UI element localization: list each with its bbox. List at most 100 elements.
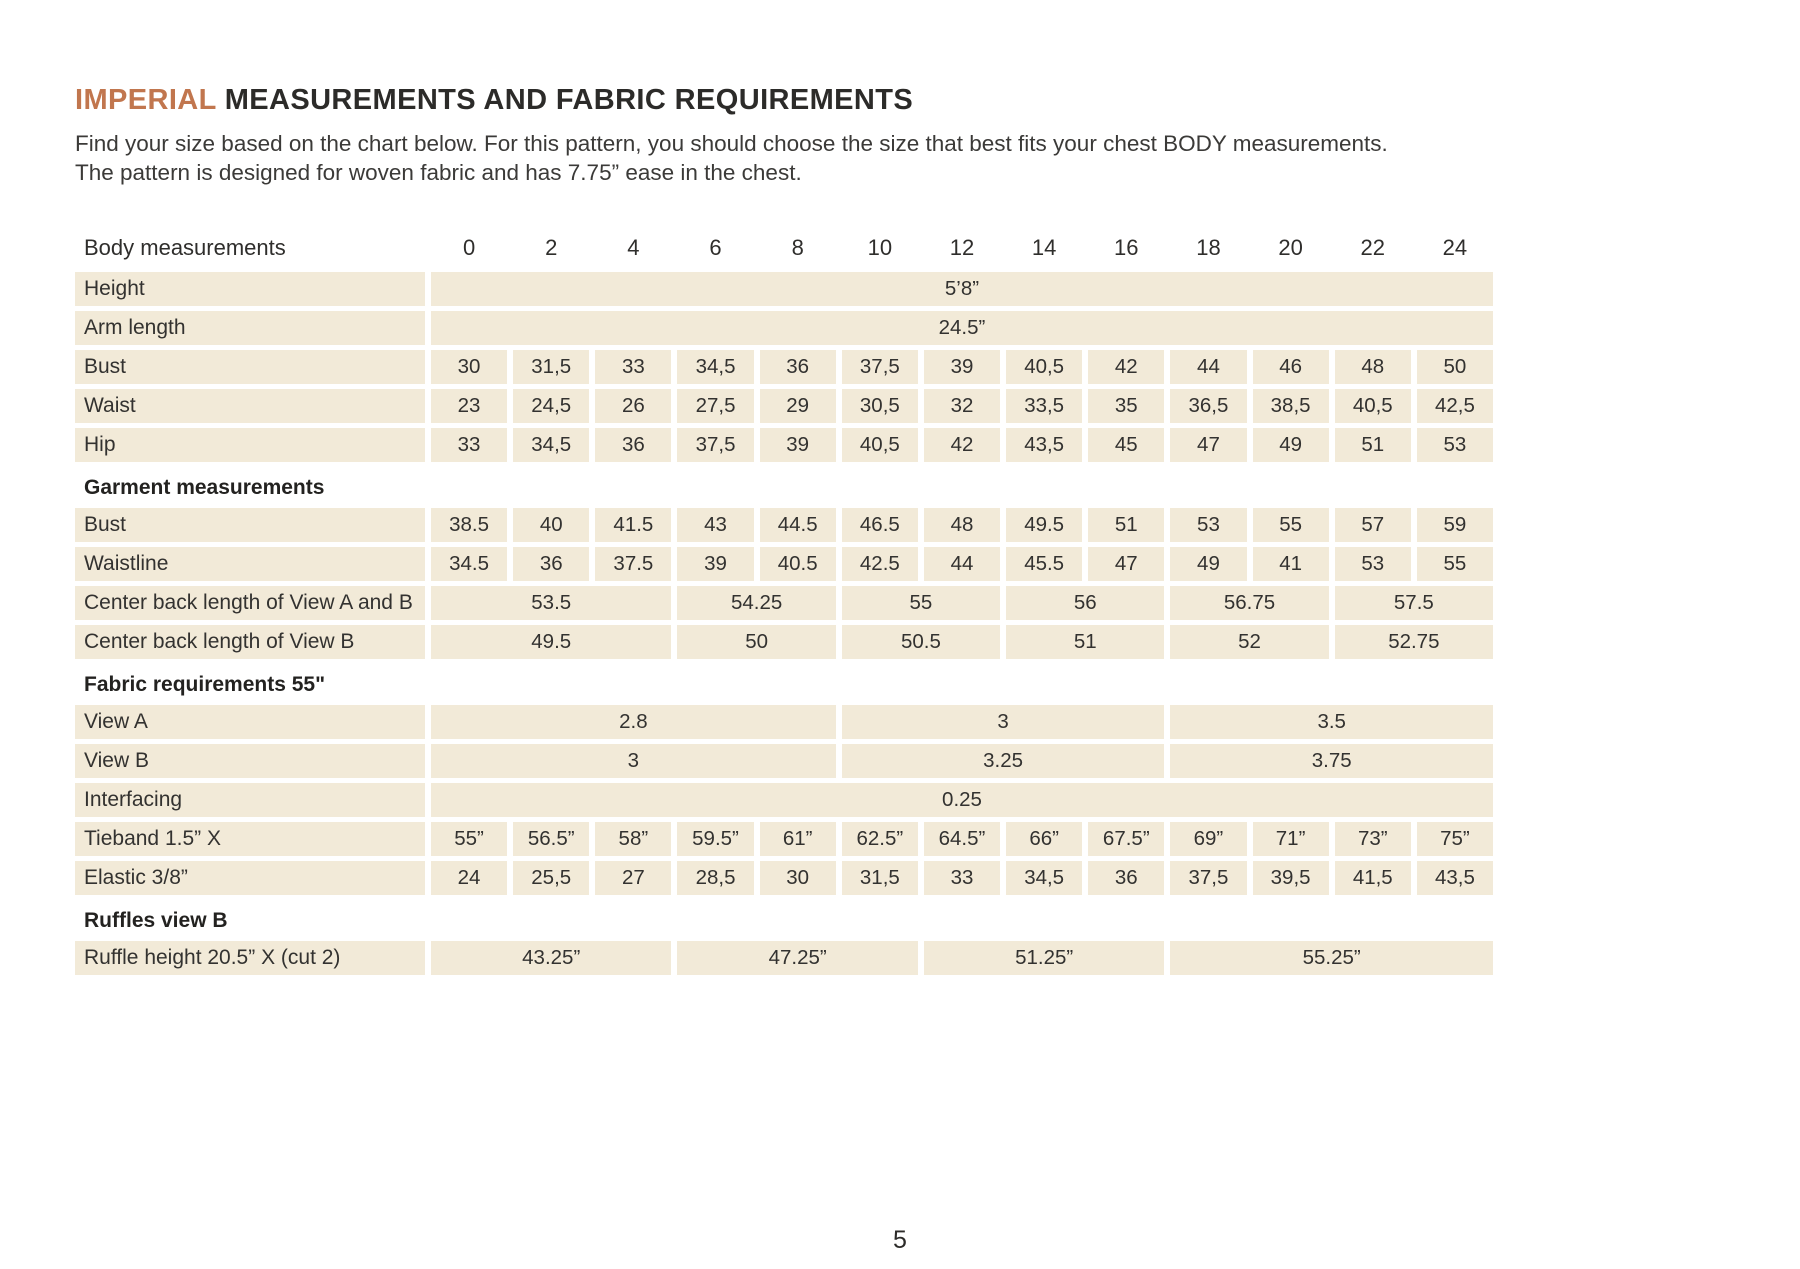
- value-cell: 56.75: [1170, 586, 1329, 620]
- table-row-label: Tieband 1.5” X: [75, 822, 425, 856]
- value-cell: 3.5: [1170, 705, 1493, 739]
- value-cell: 47.25”: [677, 941, 918, 975]
- value-cell: 55: [1252, 508, 1329, 542]
- value-cell: 52: [1170, 625, 1329, 659]
- value-cell: 25,5: [513, 861, 590, 895]
- value-cell: 43: [677, 508, 754, 542]
- value-cell: 66”: [1006, 822, 1083, 856]
- value-cell: 64.5”: [923, 822, 1001, 856]
- value-cell: 43,5: [1416, 861, 1493, 895]
- value-cell: 0.25: [431, 783, 1493, 817]
- value-cell: 42: [1088, 350, 1165, 384]
- size-column-header: 16: [1114, 235, 1139, 260]
- size-chart-table: Body measurements 0 2 4 6 8 10 12 14 16 18 20 22 24 He…: [75, 231, 1493, 975]
- value-cell: 54.25: [677, 586, 836, 620]
- value-cell: 38.5: [431, 508, 508, 542]
- value-cell: 3.75: [1170, 744, 1493, 778]
- table-row-label: Elastic 3/8”: [75, 861, 425, 895]
- value-cell: 55: [841, 586, 1001, 620]
- value-cell: 62.5”: [841, 822, 918, 856]
- value-cell: 30: [431, 350, 508, 384]
- size-column-header: 24: [1442, 235, 1468, 260]
- value-cell: 33,5: [1006, 389, 1083, 423]
- value-cell: 27,5: [677, 389, 754, 423]
- value-cell: 39,5: [1252, 861, 1329, 895]
- table-row-label: View A: [75, 705, 425, 739]
- value-cell: 59: [1416, 508, 1493, 542]
- value-cell: 56: [1006, 586, 1165, 620]
- value-cell: 24.5”: [431, 311, 1493, 345]
- value-cell: 42: [923, 428, 1001, 462]
- value-cell: 34,5: [1006, 861, 1083, 895]
- value-cell: 39: [923, 350, 1001, 384]
- value-cell: 39: [759, 428, 836, 462]
- table-row-label: View B: [75, 744, 425, 778]
- value-cell: 36: [1088, 861, 1165, 895]
- value-cell: 36: [759, 350, 836, 384]
- value-cell: 29: [759, 389, 836, 423]
- page-title: IMPERIAL MEASUREMENTS AND FABRIC REQUIRE…: [75, 84, 1493, 117]
- value-cell: 3.25: [841, 744, 1165, 778]
- table-section-header: Garment measurements: [84, 476, 325, 499]
- value-cell: 44.5: [759, 508, 836, 542]
- value-cell: 55: [1416, 547, 1493, 581]
- value-cell: 69”: [1170, 822, 1247, 856]
- value-cell: 42.5: [841, 547, 918, 581]
- value-cell: 28,5: [677, 861, 754, 895]
- value-cell: 51: [1088, 508, 1165, 542]
- value-cell: 73”: [1334, 822, 1411, 856]
- value-cell: 43,5: [1006, 428, 1083, 462]
- value-cell: 40: [513, 508, 590, 542]
- value-cell: 37,5: [841, 350, 918, 384]
- value-cell: 53.5: [431, 586, 672, 620]
- value-cell: 30,5: [841, 389, 918, 423]
- table-row-label: Center back length of View A and B: [75, 586, 425, 620]
- value-cell: 50: [1416, 350, 1493, 384]
- value-cell: 49: [1170, 547, 1247, 581]
- value-cell: 49.5: [1006, 508, 1083, 542]
- value-cell: 44: [1170, 350, 1247, 384]
- value-cell: 53: [1416, 428, 1493, 462]
- size-column-header: 20: [1278, 235, 1303, 260]
- size-column-header: 2: [545, 235, 558, 260]
- value-cell: 47: [1088, 547, 1165, 581]
- value-cell: 34.5: [431, 547, 508, 581]
- value-cell: 49.5: [431, 625, 672, 659]
- value-cell: 5’8”: [431, 272, 1493, 306]
- value-cell: 36: [595, 428, 672, 462]
- table-corner-label: Body measurements: [84, 235, 286, 260]
- size-column-header: 6: [709, 235, 722, 260]
- table-row-label: Hip: [75, 428, 425, 462]
- value-cell: 48: [1334, 350, 1411, 384]
- value-cell: 37,5: [1170, 861, 1247, 895]
- value-cell: 67.5”: [1088, 822, 1165, 856]
- table-row-label: Bust: [75, 350, 425, 384]
- value-cell: 26: [595, 389, 672, 423]
- table-section-header: Fabric requirements 55": [84, 673, 326, 696]
- table-section-header: Ruffles view B: [84, 909, 228, 932]
- value-cell: 53: [1170, 508, 1247, 542]
- size-column-header: 8: [791, 235, 804, 260]
- page-title-rest: MEASUREMENTS AND FABRIC REQUIREMENTS: [224, 84, 914, 116]
- size-column-header: 12: [949, 235, 975, 260]
- page-title-accent: IMPERIAL: [75, 84, 217, 116]
- value-cell: 34,5: [513, 428, 590, 462]
- value-cell: 42,5: [1416, 389, 1493, 423]
- value-cell: 51: [1006, 625, 1165, 659]
- size-column-header: 0: [462, 235, 476, 260]
- table-row-label: Height: [75, 272, 425, 306]
- value-cell: 43.25”: [431, 941, 672, 975]
- value-cell: 57: [1334, 508, 1411, 542]
- value-cell: 24: [431, 861, 508, 895]
- value-cell: 41.5: [595, 508, 672, 542]
- value-cell: 33: [923, 861, 1001, 895]
- value-cell: 58”: [595, 822, 672, 856]
- value-cell: 40,5: [1334, 389, 1411, 423]
- size-column-header: 22: [1360, 235, 1385, 260]
- value-cell: 3: [431, 744, 836, 778]
- document-page: IMPERIAL MEASUREMENTS AND FABRIC REQUIRE…: [75, 84, 1493, 975]
- value-cell: 55”: [431, 822, 508, 856]
- value-cell: 34,5: [677, 350, 754, 384]
- size-column-header: 14: [1031, 235, 1057, 260]
- value-cell: 23: [431, 389, 508, 423]
